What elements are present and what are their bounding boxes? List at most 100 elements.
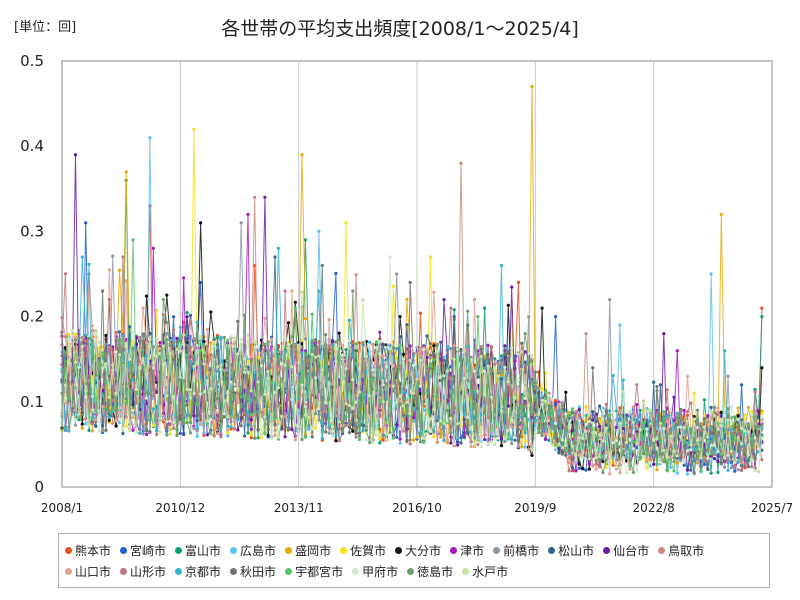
data-point bbox=[702, 459, 707, 464]
data-point bbox=[90, 422, 94, 426]
data-point bbox=[290, 397, 294, 401]
data-point bbox=[111, 421, 115, 425]
data-point bbox=[300, 437, 304, 442]
data-point bbox=[570, 458, 575, 462]
data-point bbox=[300, 153, 304, 157]
legend-item: 甲府市 bbox=[352, 561, 398, 582]
data-point bbox=[134, 349, 138, 353]
data-point bbox=[141, 422, 145, 426]
data-point bbox=[161, 418, 165, 422]
data-point bbox=[523, 396, 527, 400]
data-point bbox=[165, 394, 169, 398]
legend-item: 山口市 bbox=[65, 561, 111, 582]
data-point bbox=[148, 429, 152, 434]
data-point bbox=[158, 430, 162, 434]
legend-item: 熊本市 bbox=[65, 540, 111, 561]
data-point bbox=[249, 413, 253, 417]
data-point bbox=[557, 402, 561, 406]
data-point bbox=[665, 469, 669, 473]
data-point bbox=[401, 390, 406, 395]
data-point bbox=[432, 351, 436, 355]
data-point bbox=[222, 415, 226, 419]
data-point bbox=[101, 404, 105, 409]
legend-item: 宮崎市 bbox=[120, 540, 166, 561]
data-point bbox=[90, 324, 94, 328]
data-point bbox=[449, 306, 453, 310]
data-point bbox=[601, 456, 605, 460]
data-point bbox=[499, 437, 504, 441]
data-point bbox=[401, 397, 406, 401]
data-point bbox=[489, 395, 493, 399]
data-point bbox=[689, 401, 693, 405]
legend-swatch bbox=[450, 547, 458, 554]
data-point bbox=[341, 353, 345, 357]
data-point bbox=[554, 446, 558, 450]
data-point bbox=[510, 285, 514, 289]
data-point bbox=[243, 404, 247, 408]
data-point bbox=[178, 349, 182, 353]
x-tick-label: 2025/7 bbox=[751, 501, 793, 515]
data-point bbox=[290, 427, 294, 431]
series-layer bbox=[60, 85, 764, 476]
data-point bbox=[283, 336, 287, 340]
data-point bbox=[584, 332, 588, 336]
data-point bbox=[635, 424, 639, 428]
data-point bbox=[344, 423, 348, 427]
legend-label: 佐賀市 bbox=[350, 544, 387, 558]
data-point bbox=[665, 433, 669, 437]
legend-label: 水戸市 bbox=[472, 565, 509, 579]
data-point bbox=[273, 255, 277, 259]
data-point bbox=[543, 399, 548, 403]
data-point bbox=[598, 416, 602, 421]
data-point bbox=[516, 439, 521, 443]
data-point bbox=[128, 357, 132, 361]
data-point bbox=[601, 454, 605, 458]
data-point bbox=[506, 350, 510, 354]
data-point bbox=[516, 415, 521, 419]
data-point bbox=[415, 377, 419, 381]
data-point bbox=[459, 421, 463, 425]
data-point bbox=[249, 398, 253, 402]
legend-item: 広島市 bbox=[230, 540, 276, 561]
data-point bbox=[232, 393, 236, 397]
data-point bbox=[685, 374, 690, 378]
data-point bbox=[381, 400, 385, 404]
data-point bbox=[205, 344, 209, 348]
legend-swatch bbox=[395, 547, 403, 554]
data-point bbox=[107, 345, 111, 349]
data-point bbox=[716, 406, 720, 410]
legend-swatch bbox=[462, 568, 470, 575]
data-point bbox=[280, 414, 284, 418]
data-point bbox=[117, 338, 122, 342]
data-point bbox=[608, 464, 612, 468]
data-point bbox=[114, 419, 118, 423]
data-point bbox=[107, 349, 111, 353]
data-point bbox=[675, 471, 679, 475]
data-point bbox=[87, 428, 91, 432]
data-point bbox=[554, 408, 558, 412]
data-point bbox=[608, 298, 612, 302]
data-point bbox=[371, 376, 375, 380]
data-point bbox=[114, 424, 118, 428]
data-point bbox=[165, 320, 169, 325]
data-point bbox=[192, 345, 196, 349]
data-point bbox=[111, 254, 115, 258]
data-point bbox=[645, 457, 649, 461]
data-point bbox=[327, 318, 331, 322]
legend-item: 京都市 bbox=[175, 561, 221, 582]
data-point bbox=[246, 359, 250, 363]
x-axis: 2008/1 2010/12 2013/11 2016/10 2019/9 2022/8 2… bbox=[41, 501, 793, 515]
data-point bbox=[347, 318, 351, 322]
data-point bbox=[608, 426, 612, 430]
data-point bbox=[361, 298, 365, 302]
data-point bbox=[557, 415, 561, 419]
data-point bbox=[168, 419, 172, 423]
data-point bbox=[523, 404, 527, 409]
data-point bbox=[202, 433, 206, 437]
data-point bbox=[144, 391, 149, 395]
data-point bbox=[320, 436, 324, 440]
data-point bbox=[729, 405, 734, 409]
legend-label: 山形市 bbox=[130, 565, 167, 579]
data-point bbox=[249, 427, 253, 431]
data-point bbox=[73, 360, 78, 364]
